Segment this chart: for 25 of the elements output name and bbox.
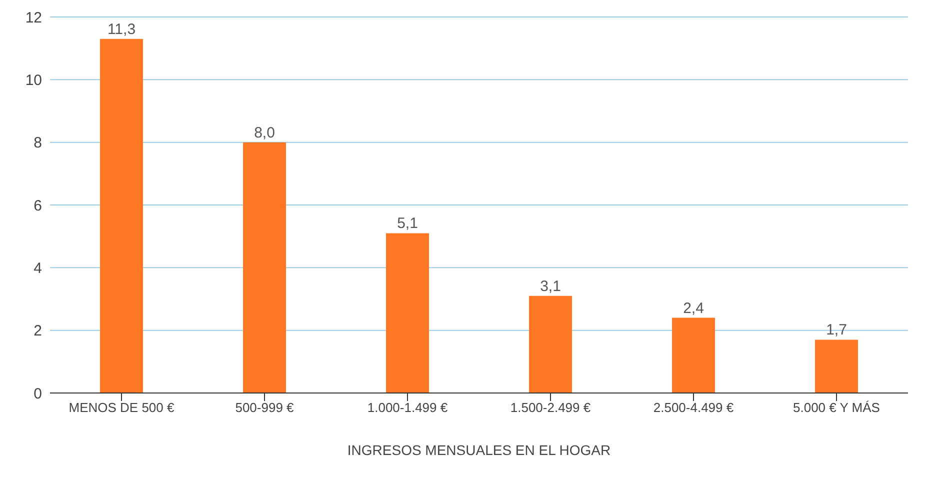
x-tick-label: MENOS DE 500 € [68, 400, 176, 416]
bar [386, 233, 429, 393]
bar [100, 38, 143, 393]
y-tick-label: 6 [34, 197, 42, 214]
x-tick-label: 2.500-4.499 € [653, 400, 734, 416]
x-tick-label: 1.000-1.499 € [367, 400, 448, 416]
y-tick-label: 0 [34, 385, 42, 402]
y-tick-label: 4 [34, 260, 42, 277]
x-tick-label: 500-999 € [235, 400, 295, 416]
y-tick-label: 10 [25, 72, 42, 89]
x-tick-label: 1.500-2.499 € [510, 400, 592, 416]
y-tick-label: 12 [25, 9, 42, 26]
data-label: 8,0 [254, 124, 275, 142]
y-tick-label: 2 [34, 322, 42, 340]
bar [815, 340, 858, 393]
data-label: 5,1 [397, 215, 418, 232]
data-label: 2,4 [683, 300, 704, 317]
y-tick-label: 8 [34, 134, 42, 152]
x-axis-title: INGRESOS MENSUALES EN EL HOGAR [347, 442, 611, 458]
data-label: 11,3 [107, 20, 136, 38]
bar [672, 318, 715, 393]
x-tick-label: 5.000 € Y MÁS [793, 400, 880, 416]
bar [529, 296, 572, 393]
data-label: 3,1 [540, 278, 561, 295]
bar [243, 142, 286, 393]
